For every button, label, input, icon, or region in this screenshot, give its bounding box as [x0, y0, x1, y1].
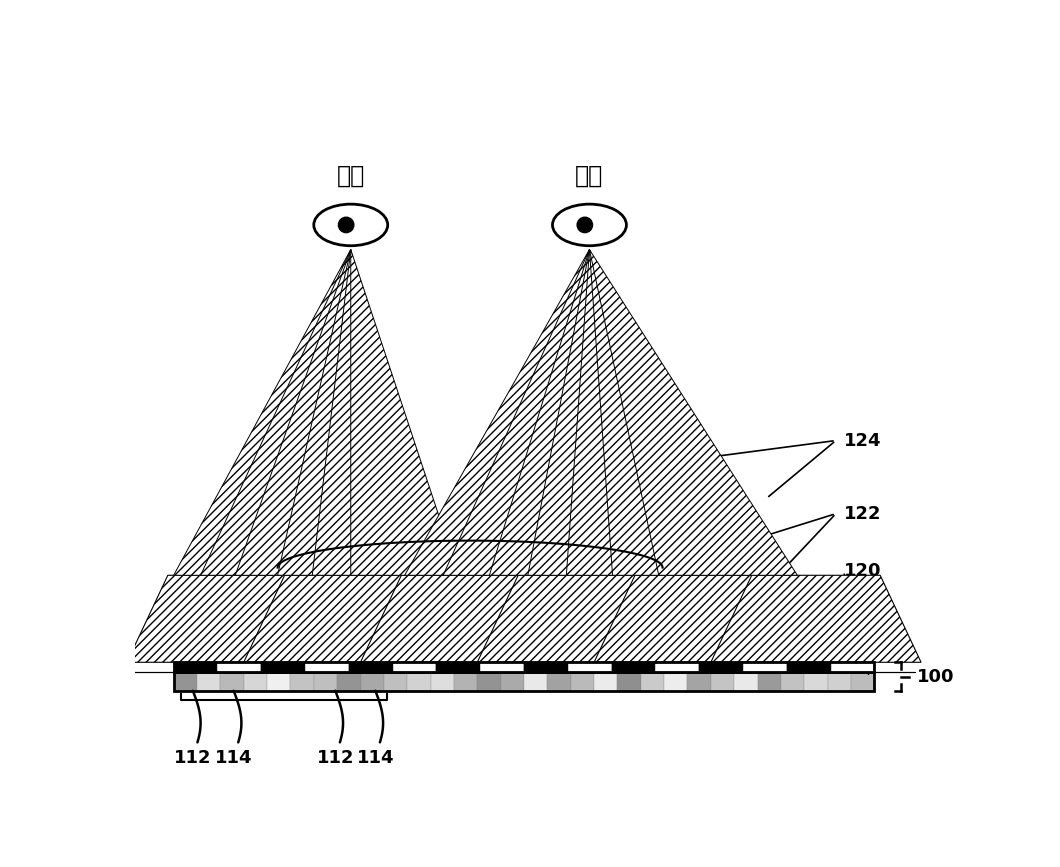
Polygon shape — [589, 250, 752, 576]
Bar — [828, 672, 851, 691]
Bar — [688, 672, 711, 691]
Bar — [392, 662, 437, 672]
Polygon shape — [594, 576, 805, 662]
Polygon shape — [351, 250, 459, 576]
Bar — [290, 672, 314, 691]
Text: 122: 122 — [844, 505, 881, 523]
Bar — [314, 672, 337, 691]
Ellipse shape — [552, 204, 626, 245]
Bar — [437, 662, 480, 672]
Polygon shape — [127, 576, 337, 662]
Text: 114: 114 — [356, 748, 394, 766]
Bar — [568, 662, 612, 672]
Polygon shape — [566, 250, 697, 576]
Bar — [337, 672, 360, 691]
Bar — [430, 672, 454, 691]
Polygon shape — [711, 576, 921, 662]
Text: 112: 112 — [317, 748, 354, 766]
Polygon shape — [477, 576, 688, 662]
Polygon shape — [528, 250, 651, 576]
Bar — [655, 662, 700, 672]
Polygon shape — [235, 250, 351, 576]
Text: 114: 114 — [215, 748, 252, 766]
Polygon shape — [244, 576, 454, 662]
Bar — [524, 662, 568, 672]
Bar — [360, 672, 384, 691]
Bar — [244, 672, 267, 691]
Bar — [700, 662, 743, 672]
Bar — [477, 672, 500, 691]
Bar — [612, 662, 655, 672]
Bar — [174, 662, 217, 672]
Bar — [197, 672, 220, 691]
Text: 左眼: 左眼 — [576, 164, 603, 188]
Bar — [617, 672, 641, 691]
Bar — [174, 672, 874, 691]
Bar — [570, 672, 594, 691]
Bar — [831, 662, 874, 672]
Ellipse shape — [314, 204, 388, 245]
Bar — [454, 672, 477, 691]
Bar — [735, 672, 758, 691]
Bar — [217, 662, 261, 672]
Bar — [407, 672, 430, 691]
Text: 124: 124 — [844, 432, 881, 449]
Bar — [174, 672, 197, 691]
Text: 112: 112 — [174, 748, 212, 766]
Bar — [787, 662, 831, 672]
Bar — [174, 662, 874, 672]
Polygon shape — [443, 250, 589, 576]
Bar — [220, 672, 244, 691]
Bar — [758, 672, 781, 691]
Bar — [267, 672, 290, 691]
Polygon shape — [278, 250, 374, 576]
Bar — [711, 672, 735, 691]
Bar — [805, 672, 828, 691]
Ellipse shape — [577, 218, 593, 232]
Bar — [665, 672, 688, 691]
Bar — [547, 672, 570, 691]
Polygon shape — [405, 250, 589, 576]
Text: 100: 100 — [917, 668, 954, 686]
Bar — [743, 662, 787, 672]
Ellipse shape — [338, 218, 354, 232]
Text: 右眼: 右眼 — [337, 164, 365, 188]
Polygon shape — [490, 250, 605, 576]
Bar — [349, 662, 392, 672]
Bar — [480, 662, 524, 672]
Bar — [641, 672, 665, 691]
Bar — [500, 672, 524, 691]
Bar — [384, 672, 407, 691]
Bar — [524, 672, 547, 691]
Bar — [305, 662, 349, 672]
Bar — [851, 672, 874, 691]
Polygon shape — [313, 250, 420, 576]
Bar — [261, 662, 305, 672]
Polygon shape — [360, 576, 570, 662]
Polygon shape — [174, 250, 351, 576]
Bar — [594, 672, 617, 691]
Bar — [781, 672, 805, 691]
Polygon shape — [200, 250, 351, 576]
Polygon shape — [589, 250, 797, 576]
Text: 120: 120 — [844, 563, 881, 580]
Text: 110: 110 — [844, 640, 881, 657]
